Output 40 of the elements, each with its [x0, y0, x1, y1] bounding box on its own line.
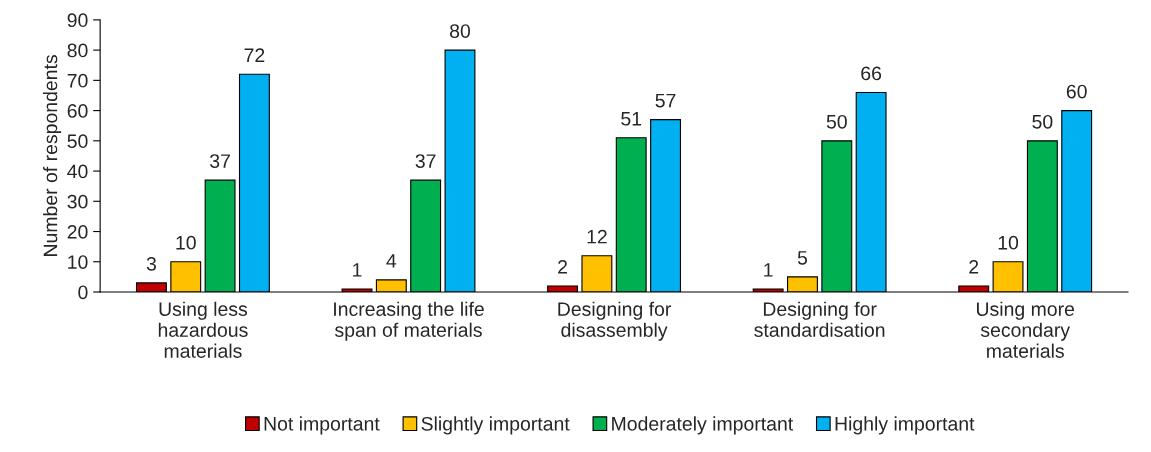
legend-label: Highly important — [835, 416, 975, 435]
data-label: 60 — [1066, 84, 1087, 99]
legend-label: Moderately important — [612, 416, 794, 435]
x-tick-label: Using more secondary materials — [976, 301, 1075, 358]
data-label: 80 — [450, 24, 471, 38]
y-tick-label: 70 — [67, 73, 88, 88]
data-label: 4 — [386, 254, 397, 268]
y-tick-label: 90 — [67, 13, 88, 28]
data-label: 10 — [176, 235, 196, 250]
data-label: 10 — [998, 235, 1019, 250]
data-label: 1 — [764, 263, 773, 277]
data-label: 72 — [244, 48, 265, 62]
x-tick-label: Designing for disassembly — [558, 301, 672, 341]
data-label: 50 — [826, 114, 847, 129]
y-axis-title: Number of respondents — [43, 55, 62, 256]
data-label: 1 — [353, 263, 362, 277]
data-label: 5 — [797, 251, 808, 265]
data-label: 37 — [210, 154, 230, 168]
data-label: 51 — [621, 112, 642, 126]
y-tick-label: 50 — [67, 134, 88, 149]
data-label: 57 — [655, 93, 676, 108]
data-label: 3 — [146, 256, 156, 271]
x-tick-label: Designing for standardisation — [754, 301, 885, 337]
x-tick-label: Using less hazardous materials — [158, 301, 248, 358]
legend-label: Slightly important — [421, 416, 570, 435]
y-tick-label: 80 — [67, 43, 88, 58]
legend-label: Not important — [264, 416, 380, 435]
data-label: 2 — [969, 260, 979, 274]
data-label: 37 — [415, 154, 436, 168]
y-tick-label: 0 — [78, 285, 88, 300]
x-tick-label: Increasing the life span of materials — [334, 301, 484, 341]
y-tick-label: 20 — [67, 224, 88, 239]
y-tick-label: 60 — [67, 104, 88, 118]
y-tick-label: 40 — [67, 164, 88, 179]
y-tick-label: 10 — [68, 255, 88, 269]
data-label: 12 — [587, 229, 607, 244]
data-label: 66 — [861, 66, 882, 81]
data-label: 2 — [558, 260, 567, 274]
y-tick-label: 30 — [67, 194, 88, 209]
data-label: 50 — [1032, 114, 1053, 129]
